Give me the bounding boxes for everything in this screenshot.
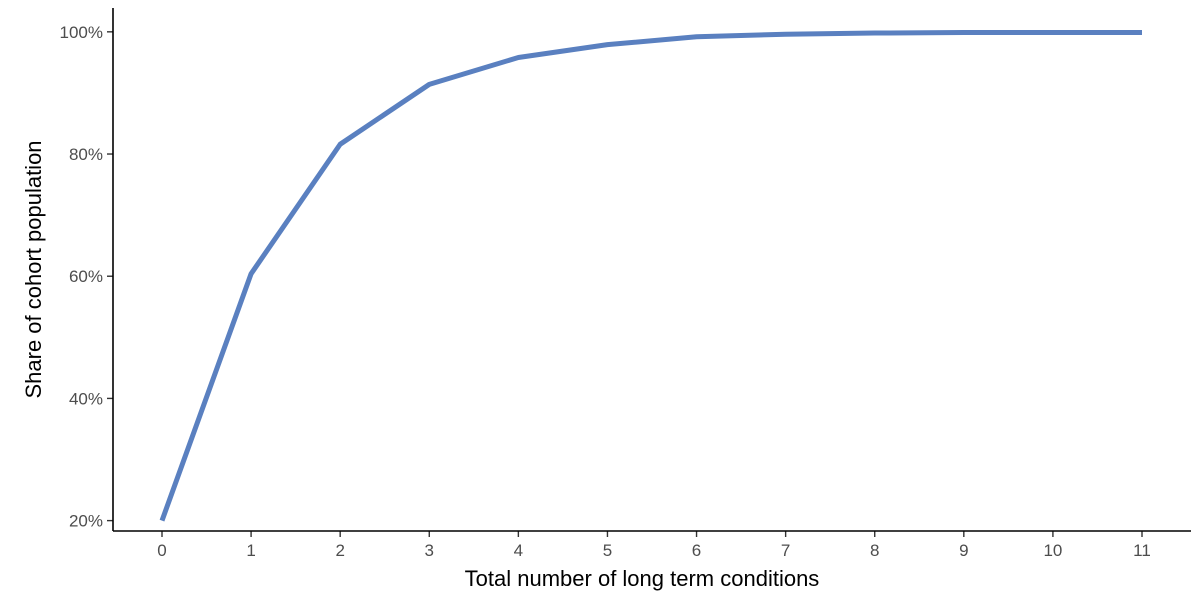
x-tick-label: 1 <box>246 541 255 560</box>
x-axis-title: Total number of long term conditions <box>465 566 820 591</box>
x-tick-label: 4 <box>514 541 523 560</box>
x-tick-label: 5 <box>603 541 612 560</box>
y-tick-label: 80% <box>69 145 103 164</box>
x-tick-label: 11 <box>1133 541 1151 560</box>
x-tick-label: 9 <box>959 541 968 560</box>
x-tick-label: 2 <box>335 541 344 560</box>
y-tick-label: 20% <box>69 512 103 531</box>
x-tick-label: 3 <box>425 541 434 560</box>
y-tick-label: 60% <box>69 267 103 286</box>
x-tick-label: 10 <box>1043 541 1062 560</box>
x-tick-label: 7 <box>781 541 790 560</box>
x-tick-label: 8 <box>870 541 879 560</box>
x-axis-ticks: 0 1 2 3 4 5 6 7 8 9 10 11 <box>157 531 1151 560</box>
series-layer <box>159 29 1142 522</box>
y-tick-label: 100% <box>60 23 103 42</box>
x-tick-label: 6 <box>692 541 701 560</box>
y-axis-title: Share of cohort population <box>21 140 46 398</box>
y-axis-ticks: 20% 40% 60% 80% 100% <box>60 23 113 531</box>
series-line <box>159 29 1142 522</box>
y-tick-label: 40% <box>69 389 103 408</box>
x-tick-label: 0 <box>157 541 166 560</box>
